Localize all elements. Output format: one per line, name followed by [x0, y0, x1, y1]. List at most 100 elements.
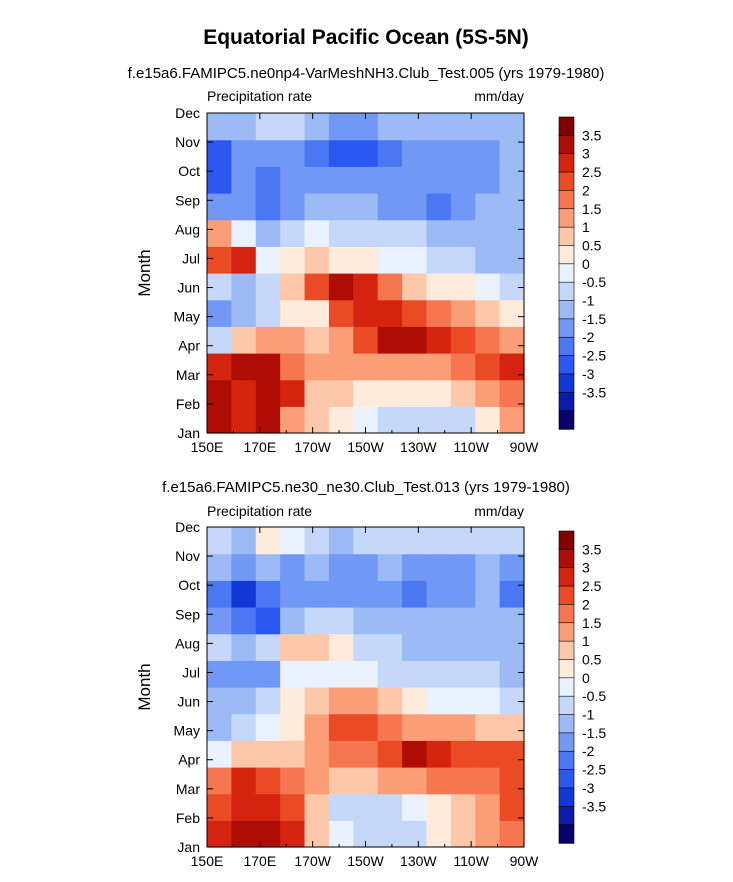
heatmap-cell — [255, 246, 281, 274]
heatmap-cell — [426, 713, 452, 741]
y-tick-label: Jan — [177, 425, 200, 441]
heatmap-cell — [475, 740, 501, 768]
heatmap-cell — [426, 246, 452, 274]
colorbar-swatch — [558, 373, 575, 393]
y-tick-label: Jun — [177, 694, 200, 710]
colorbar-label: -1.5 — [582, 311, 606, 327]
heatmap-cell — [475, 139, 501, 167]
y-tick-label: Jun — [177, 280, 200, 296]
heatmap-cell — [499, 607, 525, 635]
heatmap-cell — [231, 246, 257, 274]
y-tick-label: Sep — [175, 606, 200, 622]
heatmap-cell — [255, 633, 281, 661]
colorbar-label: 0.5 — [582, 651, 602, 667]
heatmap-cell — [280, 379, 306, 407]
heatmap-cell — [328, 273, 354, 301]
colorbar-label: 0 — [582, 670, 590, 686]
panel-2-colorbar: 3.5 3 2.5 2 1.5 1 0.5 0 -0.5 -1 -1.5 -2 -2.5 -3 -3.5 — [558, 530, 606, 844]
colorbar-label: 3 — [582, 146, 590, 162]
colorbar-swatch — [558, 622, 575, 642]
panel-2-variable-label: Precipitation rate — [207, 503, 312, 519]
heatmap-cell — [377, 406, 403, 434]
y-tick-label: Aug — [175, 635, 200, 651]
colorbar-label: -1 — [582, 293, 595, 309]
x-tick-label: 110W — [453, 853, 489, 869]
colorbar-swatch — [558, 410, 575, 430]
heatmap-cell — [328, 353, 354, 381]
colorbar-swatch — [558, 391, 575, 412]
heatmap-cell — [207, 273, 232, 301]
heatmap-cell — [450, 406, 476, 434]
heatmap-cell — [426, 139, 452, 167]
heatmap-cell — [328, 580, 354, 608]
heatmap-cell — [450, 246, 476, 274]
heatmap-cell — [402, 246, 428, 274]
heatmap-cell — [280, 406, 306, 434]
colorbar-label: -3 — [582, 780, 595, 796]
heatmap-cell — [207, 219, 232, 247]
panel-1-units-label: mm/day — [474, 88, 524, 104]
heatmap-cell — [499, 580, 525, 608]
heatmap-cell — [499, 527, 525, 555]
heatmap-cell — [231, 713, 257, 741]
heatmap-cell — [402, 687, 428, 715]
heatmap-cell — [353, 379, 379, 407]
heatmap-cell — [280, 166, 306, 194]
colorbar-label: 2 — [582, 182, 590, 198]
heatmap-cell — [328, 767, 354, 795]
heatmap-cell — [207, 527, 232, 555]
heatmap-cell — [499, 219, 525, 247]
heatmap-cell — [255, 139, 281, 167]
heatmap-cell — [304, 113, 330, 141]
heatmap-cell — [426, 607, 452, 635]
heatmap-cell — [475, 607, 501, 635]
heatmap-cell — [499, 139, 525, 167]
heatmap-cell — [255, 767, 281, 795]
heatmap-cell — [255, 687, 281, 715]
heatmap-cell — [475, 820, 501, 848]
heatmap-cell — [377, 687, 403, 715]
heatmap-cell — [207, 607, 232, 635]
heatmap-cell — [377, 793, 403, 821]
panel-1-heatmap — [207, 113, 525, 434]
heatmap-cell — [353, 633, 379, 661]
heatmap-cell — [255, 193, 281, 221]
heatmap-cell — [426, 326, 452, 354]
colorbar-label: -1.5 — [582, 725, 606, 741]
heatmap-cell — [231, 193, 257, 221]
heatmap-cell — [328, 740, 354, 768]
x-tick-label: 170E — [243, 853, 276, 869]
heatmap-cell — [304, 139, 330, 167]
heatmap-cell — [426, 113, 452, 141]
heatmap-cell — [207, 633, 232, 661]
heatmap-cell — [426, 527, 452, 555]
heatmap-cell — [207, 166, 232, 194]
heatmap-cell — [280, 353, 306, 381]
heatmap-cell — [280, 687, 306, 715]
heatmap-cell — [231, 553, 257, 581]
colorbar-swatch — [558, 604, 575, 624]
colorbar-swatch — [558, 245, 575, 265]
heatmap-cell — [255, 713, 281, 741]
panel-1-y-ticks: Jan Feb Mar Apr May Jun Jul Aug Sep Oct Nov Dec — [174, 105, 524, 441]
heatmap-cell — [402, 299, 428, 327]
heatmap-cell — [255, 553, 281, 581]
heatmap-cell — [377, 767, 403, 795]
heatmap-cell — [255, 607, 281, 635]
heatmap-cell — [377, 273, 403, 301]
colorbar-label: 3.5 — [582, 541, 602, 557]
heatmap-cell — [377, 820, 403, 848]
heatmap-cell — [231, 113, 257, 141]
heatmap-cell — [450, 580, 476, 608]
heatmap-cell — [402, 326, 428, 354]
heatmap-cell — [450, 326, 476, 354]
heatmap-cell — [353, 713, 379, 741]
heatmap-cell — [304, 607, 330, 635]
colorbar-swatch — [558, 190, 575, 210]
y-tick-label: Apr — [178, 338, 200, 354]
heatmap-cell — [402, 660, 428, 688]
heatmap-cell — [353, 740, 379, 768]
colorbar-swatch — [558, 750, 575, 771]
heatmap-cell — [450, 299, 476, 327]
